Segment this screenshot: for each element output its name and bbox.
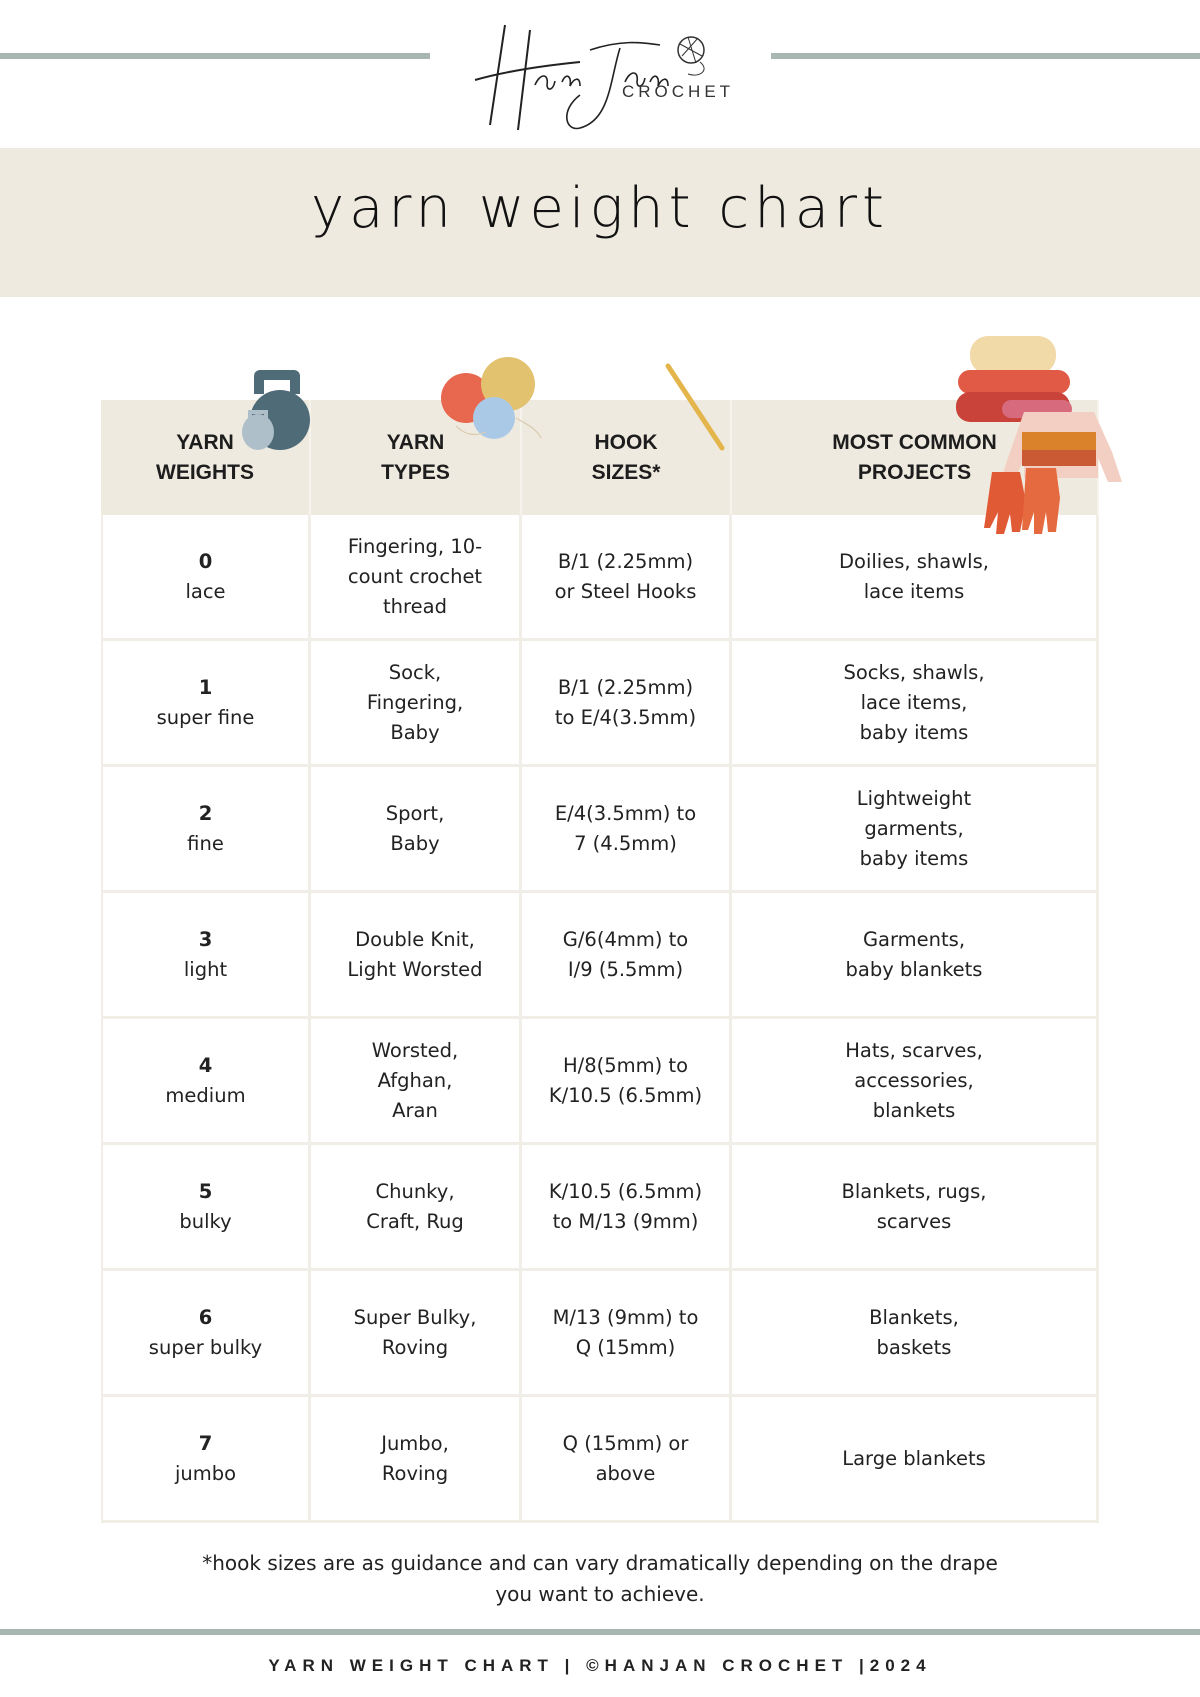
cell-hook-sizes: G/6(4mm) to I/9 (5.5mm) — [522, 893, 732, 1019]
cell-weight: 3 light — [101, 893, 311, 1019]
cell-projects: Large blankets — [732, 1397, 1099, 1523]
header-hook-sizes: HOOK SIZES* — [522, 400, 732, 515]
logo-subtitle: CROCHET — [622, 82, 735, 101]
cell-weight: 6 super bulky — [101, 1271, 311, 1397]
cell-yarn-types: Fingering, 10- count crochet thread — [311, 515, 522, 641]
page-title: yarn weight chart — [310, 176, 890, 241]
cell-projects: Doilies, shawls, lace items — [732, 515, 1099, 641]
cell-yarn-types: Double Knit, Light Worsted — [311, 893, 522, 1019]
cell-hook-sizes: B/1 (2.25mm) or Steel Hooks — [522, 515, 732, 641]
title-band — [0, 148, 1200, 297]
weight-number: 3 — [198, 927, 213, 951]
cell-projects: Blankets, baskets — [732, 1271, 1099, 1397]
weight-number: 4 — [198, 1053, 213, 1077]
cell-weight: 4 medium — [101, 1019, 311, 1145]
weight-name: fine — [187, 831, 224, 855]
weight-number: 2 — [198, 801, 213, 825]
table-row: 3 light Double Knit, Light Worsted G/6(4mm)… — [101, 893, 1099, 1019]
cell-yarn-types: Sock, Fingering, Baby — [311, 641, 522, 767]
cell-yarn-types: Jumbo, Roving — [311, 1397, 522, 1523]
cell-weight: 2 fine — [101, 767, 311, 893]
cell-projects: Socks, shawls, lace items, baby items — [732, 641, 1099, 767]
weight-name: jumbo — [174, 1461, 237, 1485]
weight-number: 0 — [198, 549, 213, 573]
cell-projects: Blankets, rugs, scarves — [732, 1145, 1099, 1271]
cell-yarn-types: Super Bulky, Roving — [311, 1271, 522, 1397]
brand-logo — [474, 24, 705, 131]
weight-name: super fine — [156, 705, 255, 729]
footnote: *hook sizes are as guidance and can vary… — [202, 1551, 998, 1606]
cell-projects: Garments, baby blankets — [732, 893, 1099, 1019]
table-row: 4 medium Worsted, Afghan, Aran H/8(5mm) to … — [101, 1019, 1099, 1145]
cell-hook-sizes: B/1 (2.25mm) to E/4(3.5mm) — [522, 641, 732, 767]
weight-number: 7 — [198, 1431, 213, 1455]
table-row: 7 jumbo Jumbo, Roving Q (15mm) or above Larg… — [101, 1397, 1099, 1523]
header-yarn-types: YARN TYPES — [311, 400, 522, 515]
yarn-weight-table: YARN WEIGHTS YARN TYPES HOOK SIZES* MOST… — [101, 400, 1099, 1523]
cell-hook-sizes: H/8(5mm) to K/10.5 (6.5mm) — [522, 1019, 732, 1145]
cell-projects: Lightweight garments, baby items — [732, 767, 1099, 893]
bottom-rule — [0, 1629, 1200, 1635]
cell-hook-sizes: E/4(3.5mm) to 7 (4.5mm) — [522, 767, 732, 893]
table-row: 0 lace Fingering, 10- count crochet thread… — [101, 515, 1099, 641]
cell-yarn-types: Worsted, Afghan, Aran — [311, 1019, 522, 1145]
cell-yarn-types: Chunky, Craft, Rug — [311, 1145, 522, 1271]
header-projects: MOST COMMON PROJECTS — [732, 400, 1099, 515]
weight-name: light — [183, 957, 228, 981]
header-yarn-weights: YARN WEIGHTS — [101, 400, 311, 515]
weight-number: 1 — [198, 675, 213, 699]
footer-text: YARN WEIGHT CHART | ©HANJAN CROCHET |202… — [268, 1656, 932, 1675]
cell-weight: 7 jumbo — [101, 1397, 311, 1523]
yarn-balls-icon — [441, 357, 542, 439]
table-row: 5 bulky Chunky, Craft, Rug K/10.5 (6.5mm) t… — [101, 1145, 1099, 1271]
yarn-ball-logo-icon — [677, 36, 705, 76]
cell-hook-sizes: M/13 (9mm) to Q (15mm) — [522, 1271, 732, 1397]
cell-weight: 0 lace — [101, 515, 311, 641]
table-row: 2 fine Sport, Baby E/4(3.5mm) to 7 (4.5mm) L… — [101, 767, 1099, 893]
cell-weight: 1 super fine — [101, 641, 311, 767]
cell-projects: Hats, scarves, accessories, blankets — [732, 1019, 1099, 1145]
crochet-hook-icon — [665, 363, 725, 451]
weight-number: 5 — [198, 1179, 213, 1203]
weight-name: lace — [185, 579, 226, 603]
blankets-sweater-gloves-icon — [956, 336, 1122, 534]
cell-hook-sizes: K/10.5 (6.5mm) to M/13 (9mm) — [522, 1145, 732, 1271]
kettlebell-icon — [242, 370, 310, 450]
table-row: 6 super bulky Super Bulky, Roving M/13 (9mm… — [101, 1271, 1099, 1397]
top-rule-left — [0, 53, 430, 59]
table-row: 1 super fine Sock, Fingering, Baby B/1 (2.2… — [101, 641, 1099, 767]
weight-name: bulky — [179, 1209, 232, 1233]
weight-name: super bulky — [148, 1335, 263, 1359]
cell-hook-sizes: Q (15mm) or above — [522, 1397, 732, 1523]
weight-number: 6 — [198, 1305, 213, 1329]
top-rule-right — [771, 53, 1200, 59]
cell-weight: 5 bulky — [101, 1145, 311, 1271]
cell-yarn-types: Sport, Baby — [311, 767, 522, 893]
weight-name: medium — [165, 1083, 246, 1107]
